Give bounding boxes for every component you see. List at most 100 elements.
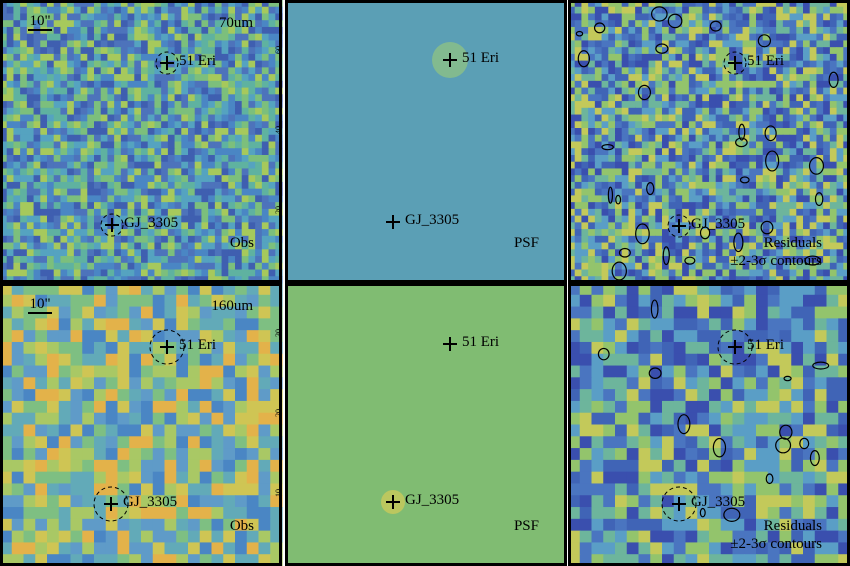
pixel: [147, 128, 156, 136]
pixel: [588, 202, 596, 210]
pixel: [756, 424, 769, 437]
pixel: [803, 168, 811, 176]
pixel: [199, 377, 213, 390]
pixel: [668, 33, 677, 42]
pixel: [601, 188, 609, 197]
pixel: [621, 141, 630, 149]
pixel: [682, 148, 690, 156]
pixel: [574, 26, 583, 35]
pixel: [673, 365, 687, 378]
pixel: [87, 60, 95, 68]
pixel: [120, 60, 129, 68]
pixel: [246, 377, 260, 390]
contour: [648, 367, 662, 379]
pixel: [767, 318, 781, 331]
pixel: [105, 542, 119, 555]
pixel: [107, 168, 115, 176]
pixel: [164, 353, 177, 367]
pixel: [221, 161, 229, 170]
pixel: [134, 276, 142, 284]
contour: [577, 50, 590, 68]
pixel: [40, 74, 48, 82]
pixel: [161, 67, 169, 75]
pixel: [594, 26, 603, 35]
pixel: [796, 276, 804, 284]
pixel: [709, 424, 722, 437]
pixel: [579, 483, 593, 496]
pixel: [82, 518, 95, 532]
pixel: [211, 283, 224, 296]
pixel: [94, 242, 102, 250]
pixel: [702, 276, 710, 284]
pixel: [80, 80, 88, 89]
pixel: [33, 175, 41, 183]
pixel: [635, 249, 643, 257]
pixel: [826, 283, 839, 296]
pixel: [779, 530, 792, 544]
pixel: [141, 554, 154, 566]
pixel: [275, 222, 283, 230]
pixel: [176, 389, 189, 402]
pixel: [796, 26, 804, 35]
pixel: [211, 377, 224, 390]
pixel: [829, 148, 838, 156]
contour: [735, 137, 748, 148]
pixel: [47, 249, 55, 257]
pixel: [603, 377, 616, 390]
pixel: [94, 389, 107, 402]
pixel: [235, 242, 243, 250]
pixel: [838, 330, 850, 343]
pixel: [154, 262, 162, 271]
aperture: [93, 486, 129, 522]
pixel: [695, 87, 703, 95]
pixel: [709, 208, 717, 217]
pixel: [568, 215, 576, 223]
pixel: [228, 215, 236, 223]
pixel: [127, 229, 135, 237]
pixel: [127, 208, 135, 217]
pixel: [70, 507, 83, 520]
pixel: [23, 495, 36, 508]
pixel: [161, 168, 169, 176]
pixel: [134, 20, 142, 28]
pixel: [662, 542, 675, 555]
pixel: [668, 161, 677, 170]
pixel: [697, 377, 710, 390]
pixel: [803, 242, 811, 250]
source-marker: [160, 340, 174, 354]
pixel: [174, 47, 182, 55]
pixel: [682, 276, 690, 284]
pixel: [120, 87, 129, 95]
pixel: [26, 87, 35, 95]
pixel: [767, 377, 781, 390]
pixel: [682, 235, 690, 244]
pixel: [167, 33, 176, 42]
pixel: [147, 161, 156, 170]
pixel: [594, 154, 603, 163]
pixel: [0, 530, 13, 544]
pixel: [246, 389, 260, 402]
pixel: [33, 188, 41, 197]
pixel: [843, 107, 850, 116]
pixel: [826, 318, 839, 331]
pixel: [594, 0, 603, 8]
contour: [809, 450, 820, 467]
pixel: [208, 181, 216, 190]
pixel: [709, 483, 722, 496]
pixel: [100, 215, 109, 223]
pixel: [134, 175, 142, 183]
pixel: [47, 412, 60, 426]
pixel: [729, 53, 737, 62]
pixel: [134, 202, 142, 210]
pixel: [53, 6, 62, 15]
pixel: [80, 67, 88, 75]
pixel: [47, 188, 55, 197]
pixel: [0, 412, 13, 426]
pixel: [796, 114, 804, 122]
pixel: [675, 202, 683, 210]
pixel: [188, 181, 196, 190]
pixel: [655, 276, 663, 284]
pixel: [134, 80, 142, 89]
pixel: [722, 242, 730, 250]
pixel: [67, 141, 75, 149]
